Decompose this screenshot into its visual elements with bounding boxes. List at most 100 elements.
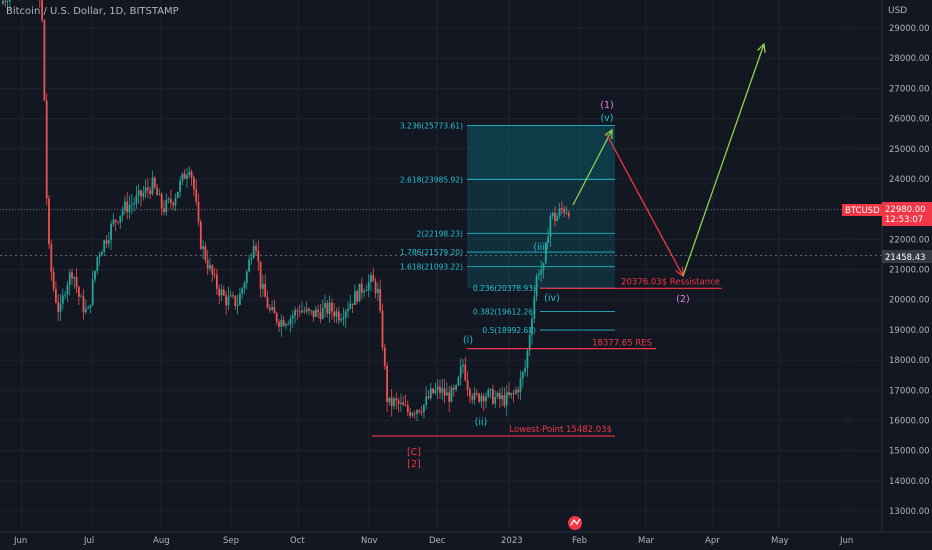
candle-body	[471, 396, 474, 400]
candle-body	[517, 389, 520, 393]
wave-label-2-bracket: [2]	[407, 459, 420, 470]
candle-body	[268, 307, 271, 310]
y-tick-label: 17000.00	[889, 386, 930, 396]
candle-body	[163, 208, 165, 212]
candle-body	[298, 311, 301, 313]
candle-body	[252, 245, 255, 258]
candle-body	[450, 387, 453, 402]
candle-body	[363, 291, 365, 293]
candle-body	[285, 324, 287, 326]
candle-body	[80, 296, 83, 298]
candle-body	[245, 271, 248, 284]
candle-body	[420, 411, 423, 413]
candle-body	[324, 303, 326, 308]
candle-body	[498, 392, 501, 400]
y-tick-label: 15000.00	[889, 447, 930, 457]
candle-body	[321, 307, 324, 319]
candle-body	[475, 392, 478, 394]
y-tick-label: 19000.00	[889, 326, 930, 336]
last-price-symbol: BTCUSD	[845, 206, 880, 216]
fib-level-label: 0.236(20378.93)	[473, 284, 536, 293]
candle-body	[156, 187, 158, 196]
candle-body	[271, 307, 273, 310]
candle-body	[296, 310, 299, 312]
candle-body	[305, 308, 308, 312]
candle-body	[128, 205, 131, 213]
candle-body	[41, 0, 43, 21]
candle-body	[239, 293, 241, 305]
candle-body	[496, 392, 499, 398]
candle-body	[89, 304, 92, 308]
candle-body	[406, 405, 409, 412]
candle-body	[308, 308, 310, 311]
y-tick-label: 16000.00	[889, 416, 930, 426]
x-tick-label: Aug	[153, 536, 170, 546]
x-tick-label: Jun	[13, 536, 27, 546]
candle-body	[510, 392, 513, 396]
wave-label-ii: (ii)	[475, 417, 488, 428]
candle-body	[565, 212, 568, 214]
candle-body	[101, 251, 103, 255]
candle-body	[234, 295, 237, 306]
y-tick-label: 18000.00	[889, 356, 930, 366]
candle-body	[402, 402, 405, 406]
level-label: Lowest-Point 15482.03$	[509, 425, 612, 435]
crosshair-price-value: 21458.43	[885, 253, 926, 263]
candle-body	[416, 410, 418, 414]
candle-body	[52, 271, 55, 290]
candle-body	[505, 392, 508, 406]
candle-body	[236, 304, 239, 306]
candle-body	[429, 388, 432, 399]
last-price-countdown: 12:53:07	[885, 215, 923, 225]
candle-body	[487, 389, 490, 397]
candle-body	[165, 199, 168, 212]
candle-body	[441, 388, 444, 393]
candle-body	[478, 393, 480, 402]
candle-body	[64, 294, 66, 296]
tradingview-logo[interactable]	[568, 516, 582, 530]
candle-body	[289, 318, 292, 325]
candle-body	[386, 365, 388, 402]
candle-body	[425, 396, 428, 405]
candle-body	[222, 289, 225, 296]
candle-body	[540, 269, 543, 275]
candle-body	[294, 310, 296, 316]
candle-body	[503, 395, 506, 406]
candle-body	[216, 274, 218, 289]
candle-body	[250, 257, 253, 260]
arrow-up-target	[682, 43, 765, 277]
candle-body	[538, 274, 540, 276]
candle-body	[397, 400, 400, 404]
candle-body	[160, 194, 163, 209]
candle-body	[533, 296, 536, 319]
candle-body	[135, 195, 138, 204]
candle-body	[544, 243, 547, 263]
candle-body	[358, 283, 361, 302]
candle-body	[383, 347, 386, 366]
candle-body	[310, 310, 313, 312]
candle-body	[45, 100, 48, 199]
chart-title: Bitcoin / U.S. Dollar, 1D, BITSTAMP	[6, 6, 179, 17]
candle-body	[356, 291, 359, 302]
candle-body	[443, 388, 446, 396]
x-tick-label: Jul	[83, 536, 94, 546]
candle-body	[411, 413, 414, 416]
y-tick-label: 24000.00	[889, 175, 930, 185]
candle-body	[354, 291, 356, 305]
candle-body	[197, 201, 200, 222]
wave-label-2: (2)	[676, 294, 689, 305]
candle-body	[432, 388, 434, 393]
candle-body	[2, 0, 4, 4]
candle-body	[521, 371, 524, 379]
candle-body	[390, 397, 393, 407]
candle-body	[436, 386, 439, 390]
candle-body	[561, 208, 563, 210]
candle-body	[98, 254, 101, 257]
wave-label-1: (1)	[600, 100, 613, 111]
fib-level-label: 2.618(23985.92)	[400, 175, 463, 184]
candle-body	[78, 286, 80, 297]
candle-body	[485, 396, 487, 402]
candle-body	[455, 385, 457, 390]
candle-body	[531, 318, 533, 336]
